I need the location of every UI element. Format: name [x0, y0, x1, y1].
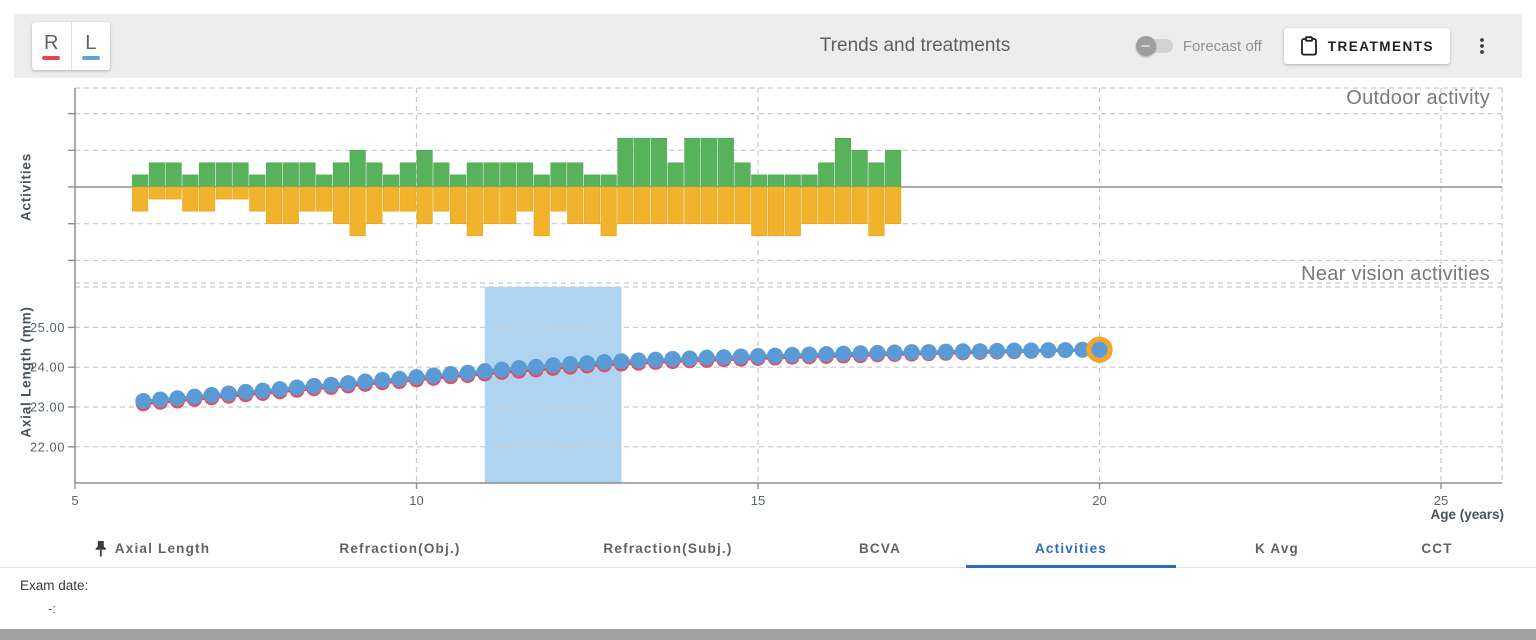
tab-refraction-obj[interactable]: Refraction(Obj.)	[333, 530, 466, 566]
trends-chart-canvas[interactable]: 22.00 23.00 24.00 25.00 5 10 15 20 25	[0, 78, 1536, 540]
left-eye-points	[135, 341, 1108, 410]
x-tick-label: 15	[751, 493, 765, 508]
left-eye-underline	[81, 55, 100, 60]
exam-date-label: Exam date:	[20, 578, 89, 593]
tab-label: CCT	[1421, 540, 1453, 556]
tab-bcva[interactable]: BCVA	[853, 530, 907, 566]
toolbar: R L Trends and treatments Forecast off T…	[14, 14, 1522, 78]
x-tick-label: 5	[71, 493, 78, 508]
forecast-toggle-knob	[1135, 36, 1156, 56]
activities-axis-label: Activities	[18, 152, 34, 222]
more-options-button[interactable]	[1468, 28, 1496, 64]
y-tick-label: 22.00	[30, 439, 65, 454]
tab-axial-length[interactable]: Axial Length	[88, 530, 216, 566]
right-eye-button[interactable]: R	[32, 22, 72, 70]
tab-cct[interactable]: CCT	[1415, 530, 1458, 566]
toolbar-right: Forecast off TREATMENTS	[1135, 14, 1496, 78]
x-tick-label: 20	[1092, 493, 1106, 508]
right-eye-label: R	[44, 31, 59, 54]
bottom-status-bar	[0, 629, 1536, 640]
y-tick-label: 23.00	[30, 400, 65, 415]
treatments-button-label: TREATMENTS	[1327, 38, 1434, 54]
y-tick-label: 25.00	[30, 320, 65, 335]
tab-label: Refraction(Subj.)	[603, 540, 733, 556]
treatments-button[interactable]: TREATMENTS	[1283, 28, 1450, 64]
treatment-highlight-band	[484, 287, 622, 483]
clipboard-icon	[1300, 36, 1318, 56]
tab-label: Axial Length	[114, 540, 211, 556]
x-tick-label: 25	[1434, 493, 1448, 508]
y-tick-label: 24.00	[30, 360, 65, 375]
left-eye-button[interactable]: L	[72, 22, 111, 70]
page-title: Trends and treatments	[819, 35, 1011, 56]
exam-date-value: -:	[48, 601, 56, 616]
outdoor-activity-bars	[132, 137, 902, 188]
tab-label: Activities	[1034, 540, 1108, 556]
axial-length-axis-label: Axial Length (mm)	[18, 306, 34, 438]
tab-label: K Avg	[1254, 540, 1300, 556]
x-tick-label: 10	[409, 493, 423, 508]
near-vision-activities-title: Near vision activities	[1301, 263, 1490, 285]
tab-label: Refraction(Obj.)	[339, 540, 461, 556]
tab-activities[interactable]: Activities	[966, 530, 1176, 568]
forecast-toggle-label: Forecast off	[1182, 37, 1262, 55]
eye-selector: R L	[32, 22, 110, 70]
tab-label: BCVA	[858, 540, 902, 556]
forecast-toggle[interactable]	[1135, 36, 1173, 56]
age-axis-label: Age (years)	[1430, 507, 1504, 522]
chart-region: 22.00 23.00 24.00 25.00 5 10 15 20 25 Outdoor ac…	[0, 78, 1536, 540]
tab-refraction-subj[interactable]: Refraction(Subj.)	[597, 530, 738, 566]
metric-tab-bar: Axial Length Refraction(Obj.) Refraction(S…	[0, 530, 1536, 568]
left-eye-label: L	[85, 31, 97, 54]
right-eye-underline	[42, 55, 61, 60]
pin-icon	[94, 540, 108, 557]
near-vision-activity-bars	[132, 186, 902, 237]
tab-k-avg[interactable]: K Avg	[1249, 530, 1305, 566]
selected-exam-ring[interactable]	[1086, 336, 1113, 363]
outdoor-activity-title: Outdoor activity	[1346, 87, 1490, 109]
kebab-menu-icon	[1473, 36, 1491, 56]
